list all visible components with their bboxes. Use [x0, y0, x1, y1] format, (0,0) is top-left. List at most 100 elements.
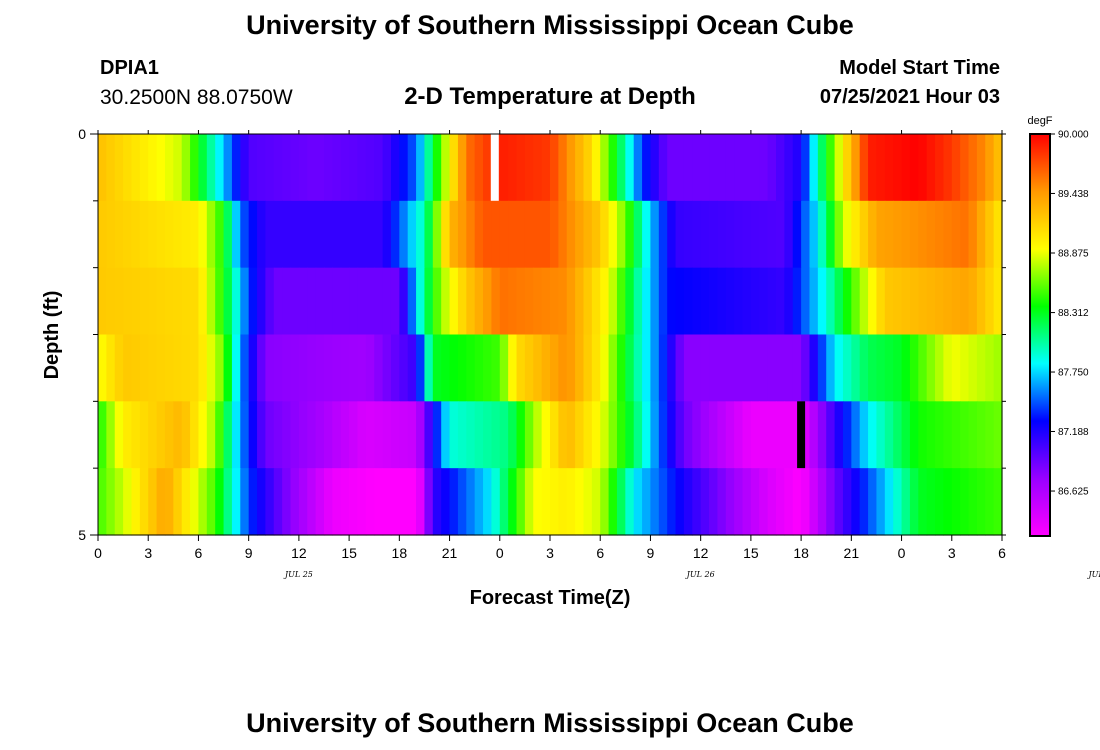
heatmap-cell — [349, 200, 359, 269]
heatmap-cell — [173, 200, 183, 269]
heatmap-cell — [759, 200, 769, 269]
heatmap-cell — [784, 267, 794, 336]
heatmap-cell — [658, 334, 668, 402]
heatmap-cell — [449, 468, 459, 536]
heatmap-cell — [776, 334, 785, 402]
heatmap-cell — [123, 267, 133, 336]
heatmap-cell — [474, 401, 484, 469]
heatmap-cell — [583, 334, 593, 402]
heatmap-cell — [324, 200, 333, 269]
heatmap-cell — [265, 468, 275, 536]
heatmap-cell — [290, 200, 300, 269]
heatmap-cell — [315, 200, 325, 269]
heatmap-cell — [926, 334, 936, 402]
heatmap-cell — [566, 134, 576, 202]
heatmap-cell — [382, 401, 392, 469]
heatmap-cell — [416, 334, 426, 402]
heatmap-cell — [642, 401, 652, 469]
heatmap-cell — [156, 401, 166, 469]
heatmap-cell — [407, 401, 417, 469]
heatmap-cell — [491, 401, 501, 469]
heatmap-cell — [298, 334, 308, 402]
heatmap-cell — [407, 134, 417, 202]
heatmap-cell — [265, 134, 275, 202]
heatmap-cell — [784, 401, 794, 469]
heatmap-cell — [282, 401, 292, 469]
heatmap-cell — [139, 334, 149, 402]
heatmap-cell — [667, 267, 677, 336]
heatmap-cell — [750, 200, 760, 269]
heatmap-cell — [650, 468, 660, 536]
heatmap-cell — [257, 267, 267, 336]
heatmap-cell — [734, 468, 744, 536]
heatmap-cell — [918, 468, 928, 536]
heatmap-cell — [399, 468, 409, 536]
heatmap-cell — [273, 134, 283, 202]
x-tick-label: 9 — [647, 545, 655, 561]
heatmap-cell — [223, 334, 233, 402]
heatmap-cell — [742, 334, 752, 402]
heatmap-cell — [541, 134, 551, 202]
heatmap-cell — [776, 134, 785, 202]
heatmap-cell — [993, 134, 1003, 202]
heatmap-cell — [642, 334, 652, 402]
heatmap-cell — [734, 401, 744, 469]
heatmap-cell — [231, 134, 241, 202]
heatmap-cell — [935, 267, 945, 336]
heatmap-cell — [600, 134, 610, 202]
heatmap-cell — [876, 334, 886, 402]
heatmap-cell — [884, 134, 894, 202]
heatmap-cell — [776, 468, 785, 536]
heatmap-cell — [817, 401, 827, 469]
heatmap-cell — [257, 134, 267, 202]
heatmap-cell — [98, 134, 107, 202]
heatmap-cell — [734, 334, 744, 402]
heatmap-cell — [600, 468, 610, 536]
heatmap-cell — [524, 468, 534, 536]
x-tick-label: 18 — [793, 545, 809, 561]
heatmap-cell — [834, 334, 844, 402]
heatmap-cell — [600, 334, 610, 402]
heatmap-cell — [642, 267, 652, 336]
heatmap-cell — [767, 334, 777, 402]
heatmap-cell — [315, 468, 325, 536]
heatmap-cell — [524, 200, 534, 269]
heatmap-cell — [960, 468, 970, 536]
heatmap-cell — [692, 200, 702, 269]
heatmap-cell — [625, 401, 635, 469]
heatmap-cell — [642, 134, 652, 202]
heatmap-cell — [332, 468, 342, 536]
heatmap-cell — [893, 134, 903, 202]
heatmap-cell — [332, 134, 342, 202]
heatmap-cell — [817, 267, 827, 336]
heatmap-cell — [616, 267, 626, 336]
heatmap-cell — [332, 334, 342, 402]
heatmap-cell — [859, 334, 869, 402]
heatmap-cell — [566, 401, 576, 469]
heatmap-marker — [797, 401, 806, 469]
heatmap-cell — [156, 134, 166, 202]
heatmap-cell — [533, 267, 543, 336]
heatmap-cell — [541, 468, 551, 536]
heatmap-cell — [750, 468, 760, 536]
heatmap-cell — [390, 200, 400, 269]
heatmap-cell — [658, 468, 668, 536]
heatmap-cell — [374, 134, 384, 202]
heatmap-cell — [382, 267, 392, 336]
x-tick-label: 9 — [245, 545, 253, 561]
heatmap-cell — [859, 267, 869, 336]
heatmap-cell — [399, 134, 409, 202]
heatmap-cell — [683, 334, 693, 402]
heatmap-cell — [466, 401, 476, 469]
heatmap-cell — [826, 401, 836, 469]
heatmap-cell — [851, 134, 861, 202]
heatmap-cell — [148, 468, 158, 536]
heatmap-cell — [231, 267, 241, 336]
heatmap-cell — [340, 134, 350, 202]
heatmap-cell — [591, 134, 601, 202]
heatmap-cell — [390, 134, 400, 202]
heatmap-cell — [667, 334, 677, 402]
heatmap-cell — [399, 401, 409, 469]
heatmap-cell — [541, 200, 551, 269]
heatmap-cell — [876, 468, 886, 536]
